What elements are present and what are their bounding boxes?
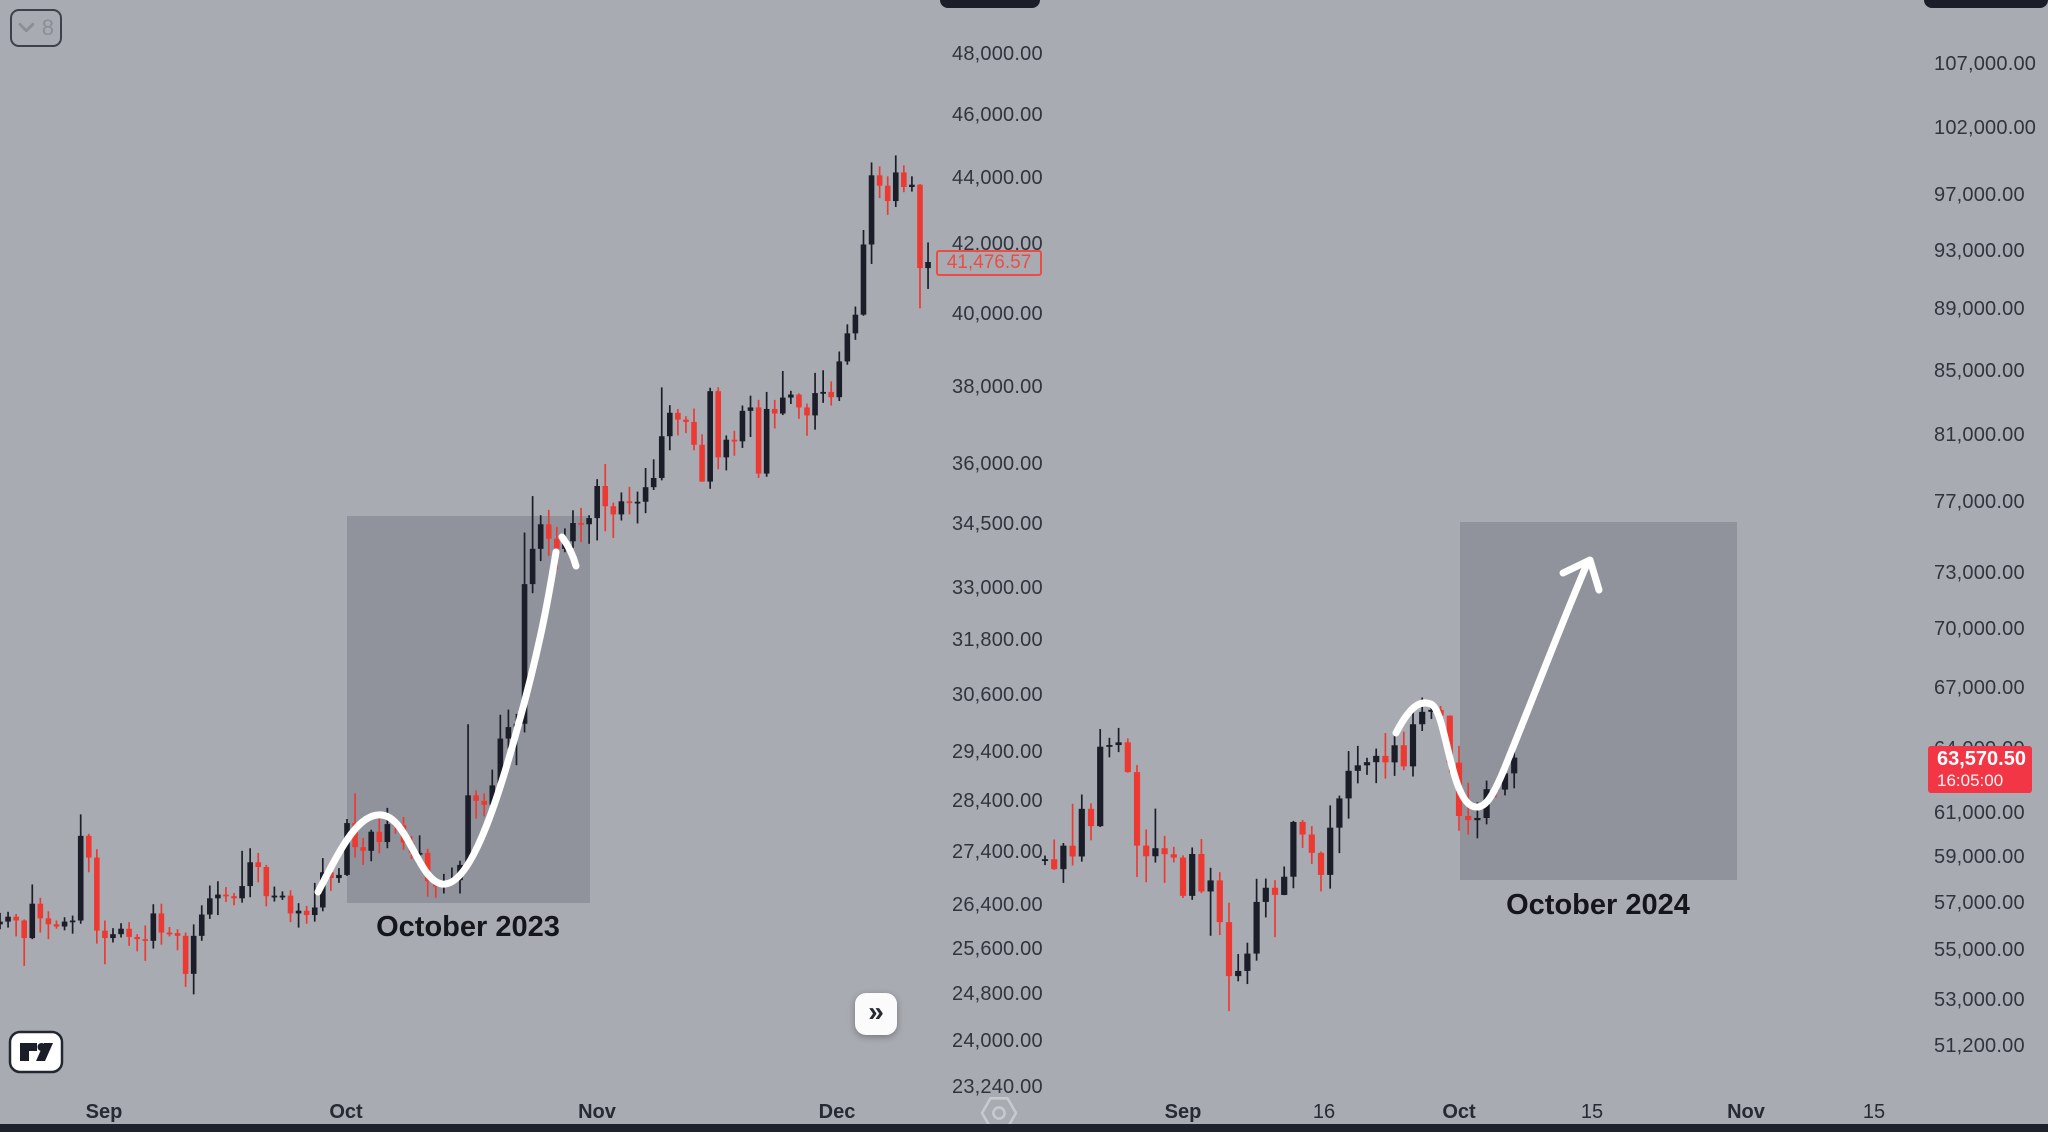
tradingview-logo[interactable] (8, 1030, 64, 1079)
bottom-separator-bar (0, 1124, 2048, 1132)
trend-arrow-curve-left[interactable] (558, 533, 580, 570)
interval-label: 8 (41, 15, 54, 40)
trend-arrow-curve-left[interactable] (314, 548, 560, 896)
chevron-down-icon (18, 22, 35, 33)
price-axis-right-pane[interactable] (1930, 0, 2048, 1124)
top-axis-pill-left (940, 0, 1040, 8)
double-chevron-right-icon: » (868, 996, 884, 1027)
trend-arrow-curve-right[interactable] (1392, 560, 1591, 811)
price-axis-left-pane[interactable] (938, 0, 1040, 1124)
tradingview-logo-icon (8, 1030, 64, 1074)
highlight-box-right[interactable] (1460, 522, 1737, 880)
top-axis-pill-right (1924, 0, 2048, 8)
candle-series-left (0, 155, 931, 995)
arrowhead-icon (1559, 556, 1603, 594)
collapse-panel-button[interactable]: » (855, 993, 897, 1035)
interval-button[interactable]: 8 (10, 9, 62, 47)
